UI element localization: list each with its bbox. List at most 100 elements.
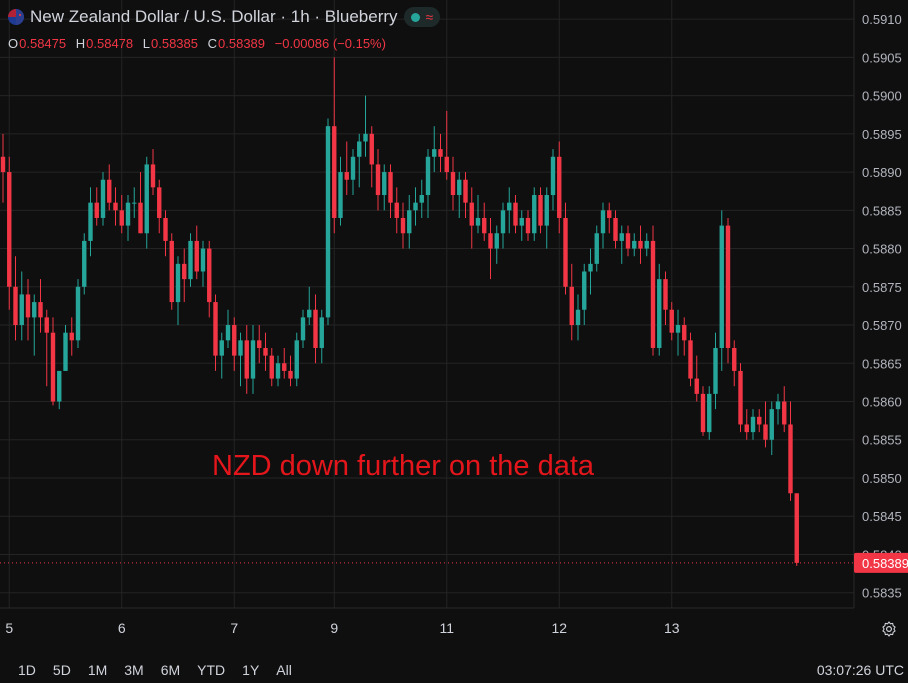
y-tick-label: 0.5870 — [862, 318, 902, 333]
y-tick-label: 0.5910 — [862, 12, 902, 27]
candle-body — [594, 233, 599, 264]
candle-body — [413, 202, 418, 211]
candle-body — [182, 263, 187, 280]
high-key: H — [75, 36, 86, 51]
candle-body — [263, 347, 268, 356]
range-3m[interactable]: 3M — [124, 662, 144, 678]
candle-body — [13, 286, 18, 326]
open-key: O — [8, 36, 19, 51]
y-tick-label: 0.5905 — [862, 50, 902, 65]
settings-gear-icon[interactable] — [880, 620, 898, 638]
candle-body — [519, 217, 524, 226]
candle-body — [463, 179, 468, 203]
candle-body — [475, 217, 481, 226]
y-tick-label: 0.5835 — [862, 586, 902, 601]
candle-body — [100, 179, 106, 218]
candle-body — [344, 172, 349, 180]
candle-body — [425, 156, 431, 196]
candle-body — [769, 409, 774, 440]
candle-body — [69, 332, 74, 341]
candle-body — [794, 493, 799, 563]
candle-body — [488, 233, 493, 249]
x-tick-label: 7 — [230, 620, 238, 636]
data-wave-icon: ≈ — [425, 9, 434, 25]
candle-body — [638, 240, 643, 249]
candle-body — [419, 195, 424, 203]
last-price-badge — [854, 552, 908, 573]
candle-body — [713, 347, 718, 394]
candle-body — [500, 210, 506, 234]
candle-body — [407, 210, 412, 234]
candle-body — [557, 156, 562, 218]
range-1d[interactable]: 1D — [18, 662, 36, 678]
candle-body — [513, 202, 518, 226]
candle-body — [63, 332, 68, 371]
candle-body — [238, 340, 243, 356]
candle-body — [88, 202, 93, 241]
candle-body — [650, 240, 656, 348]
candle-body — [200, 248, 206, 272]
candle-body — [75, 286, 81, 341]
candle-body — [19, 294, 24, 326]
candle-body — [257, 340, 262, 348]
symbol-title[interactable]: New Zealand Dollar / U.S. Dollar · 1h · … — [30, 7, 398, 26]
candle-body — [613, 217, 618, 241]
candle-body — [369, 133, 374, 165]
y-tick-label: 0.5860 — [862, 395, 902, 410]
candle-body — [294, 340, 299, 379]
y-tick-label: 0.5890 — [862, 165, 902, 180]
range-6m[interactable]: 6M — [160, 662, 181, 678]
close-key: C — [207, 36, 218, 51]
candle-body — [750, 416, 756, 433]
candle-body — [175, 263, 181, 303]
candle-body — [38, 302, 43, 318]
candle-body — [657, 279, 662, 348]
candle-body — [700, 393, 706, 433]
candle-body — [457, 179, 462, 196]
candle-body — [644, 240, 649, 249]
candle-body — [213, 302, 218, 356]
candle-body — [57, 370, 62, 402]
x-tick-label: 12 — [551, 620, 567, 636]
candle-body — [663, 279, 668, 310]
market-status-pill[interactable]: ≈ — [403, 7, 441, 27]
candle-body — [688, 340, 693, 379]
candle-body — [744, 424, 749, 433]
y-tick-label: 0.5900 — [862, 89, 902, 104]
candle-body — [625, 233, 631, 249]
range-ytd[interactable]: YTD — [197, 662, 226, 678]
range-5d[interactable]: 5D — [52, 662, 71, 678]
candle-body — [307, 309, 312, 318]
y-tick-label: 0.5880 — [862, 242, 902, 257]
market-open-dot-icon — [410, 12, 420, 22]
utc-clock[interactable]: 03:07:26 UTC — [816, 662, 904, 678]
y-tick-label: 0.5875 — [862, 280, 902, 295]
candle-body — [300, 317, 306, 341]
low-key: L — [142, 36, 150, 51]
candle-body — [757, 416, 762, 425]
candle-body — [113, 202, 118, 211]
candle-body — [319, 317, 324, 348]
candle-body — [775, 401, 781, 410]
y-tick-label: 0.5855 — [862, 433, 902, 448]
candle-body — [44, 317, 49, 333]
candle-body — [94, 202, 99, 218]
range-1y[interactable]: 1Y — [242, 662, 260, 678]
candle-body — [375, 164, 381, 196]
candle-body — [607, 210, 612, 218]
candle-body — [719, 225, 724, 348]
candle-body — [232, 325, 237, 356]
candle-body — [588, 263, 593, 272]
range-all[interactable]: All — [276, 662, 292, 678]
high-value: 0.58478 — [86, 36, 134, 51]
candle-body — [532, 195, 537, 234]
candle-body — [244, 340, 249, 379]
range-1m[interactable]: 1M — [87, 662, 108, 678]
candle-body — [444, 156, 449, 173]
candle-body — [144, 164, 149, 234]
candle-body — [282, 363, 287, 371]
nzd-flag-icon — [8, 9, 24, 25]
candle-body — [575, 309, 581, 326]
candle-body — [363, 133, 368, 142]
